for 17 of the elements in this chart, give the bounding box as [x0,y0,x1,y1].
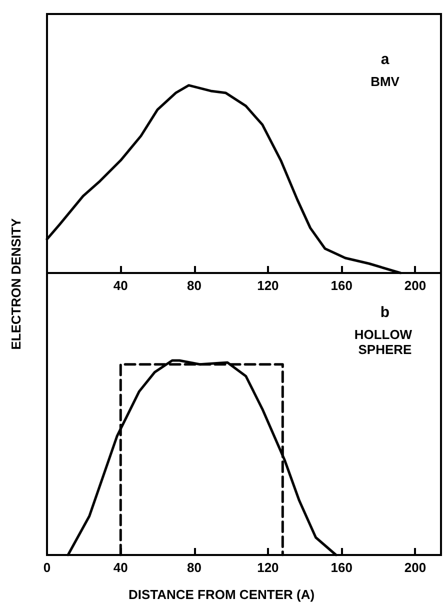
x-tick-label: 40 [113,278,128,293]
x-tick-label: 120 [257,278,279,293]
x-axis-title: DISTANCE FROM CENTER (A) [128,587,315,602]
x-tick-label: 200 [404,560,426,575]
x-tick-label: 40 [113,560,128,575]
x-tick-label: 0 [43,560,51,575]
y-axis-title: ELECTRON DENSITY [8,218,24,350]
x-tick-label: 160 [330,560,352,575]
x-tick-label: 80 [187,278,202,293]
annotation: BMV [370,74,400,89]
x-tick-label: 120 [257,560,279,575]
text: b [380,304,390,321]
text: HOLLOW SPHERE [354,327,416,357]
x-tick-label: 200 [404,278,426,293]
text: a [380,51,390,68]
x-tick-label: 160 [330,278,352,293]
x-tick-label: 80 [187,560,202,575]
